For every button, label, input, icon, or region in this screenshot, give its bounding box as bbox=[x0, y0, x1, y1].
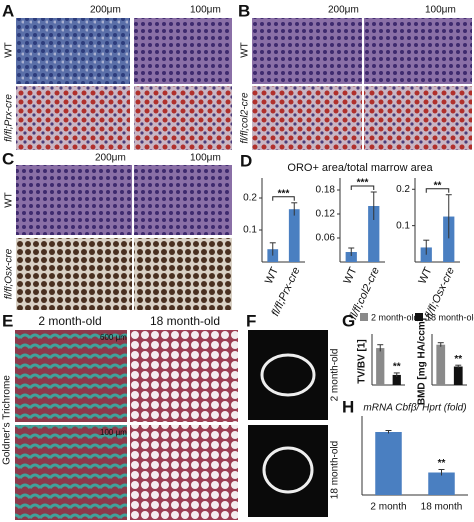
row-label: WT bbox=[4, 42, 15, 58]
scale-bar-label: 200μm bbox=[328, 5, 359, 16]
bar bbox=[443, 216, 455, 262]
row-label: 2 month-old bbox=[330, 349, 341, 402]
histology-image bbox=[134, 165, 232, 235]
bar bbox=[428, 472, 455, 495]
legend-label: 18 month-old bbox=[426, 312, 474, 322]
panel-label: D bbox=[240, 151, 252, 170]
significance-bracket bbox=[272, 196, 295, 201]
y-tick-label: 0.18 bbox=[316, 185, 336, 196]
significance: ** bbox=[454, 354, 462, 365]
bar bbox=[288, 209, 300, 262]
microct-image bbox=[248, 330, 328, 420]
significance-bracket bbox=[350, 185, 375, 190]
scale-bar-label: 100μm bbox=[190, 153, 221, 164]
panel-label: F bbox=[246, 311, 256, 330]
bar bbox=[368, 206, 380, 262]
y-tick-label: 0.06 bbox=[316, 233, 336, 244]
y-tick-label: 0.12 bbox=[316, 209, 336, 220]
bone-section bbox=[260, 353, 316, 397]
stain-label: Goldner's Trichrome bbox=[2, 375, 13, 465]
panel-title: ORO+ area/total marrow area bbox=[287, 162, 433, 174]
scale-bar-label: 200μm bbox=[95, 153, 126, 164]
histology-image bbox=[252, 18, 362, 84]
scale-bar-label: 600 μm bbox=[100, 333, 127, 342]
panel-texts: A 200μm 100μm WT fl/fl;Prx-cre B 200μm 1… bbox=[2, 1, 456, 499]
chart-title: mRNA Cbfβ/ Hprt (fold) bbox=[363, 403, 466, 414]
x-tick-label: WT bbox=[341, 265, 359, 286]
significance: ** bbox=[434, 180, 442, 191]
histology-image bbox=[134, 238, 232, 310]
column-label: 18 month-old bbox=[150, 314, 220, 328]
panel-label: H bbox=[342, 397, 354, 416]
histology-image bbox=[16, 18, 130, 84]
bar bbox=[392, 374, 401, 385]
bar bbox=[375, 432, 402, 495]
row-label: WT bbox=[4, 192, 15, 208]
scale-bar-label: 200μm bbox=[90, 5, 121, 16]
bar bbox=[436, 344, 446, 385]
histology-image bbox=[16, 238, 132, 310]
legend-swatch bbox=[415, 313, 423, 321]
y-tick-label: 0.1 bbox=[243, 225, 257, 236]
x-tick-label: WT bbox=[263, 265, 281, 286]
y-tick-label: 0.1 bbox=[396, 220, 410, 231]
row-label: 18 month-old bbox=[330, 441, 341, 499]
x-tick-label: WT bbox=[416, 265, 434, 286]
scale-bar-label: 100μm bbox=[425, 5, 456, 16]
x-tick-label: 2 month bbox=[370, 502, 406, 513]
histology-image bbox=[134, 86, 232, 150]
y-axis-label: BMD [mg HA/ccm] bbox=[417, 318, 428, 405]
scale-bar-label: 100μm bbox=[190, 5, 221, 16]
y-tick-label: 0.2 bbox=[396, 184, 410, 195]
row-label: fl/fl;Osx-cre bbox=[4, 248, 15, 299]
histology-image bbox=[15, 330, 127, 422]
histology-image bbox=[252, 86, 362, 150]
histology-image bbox=[130, 330, 238, 422]
histology-image bbox=[16, 165, 132, 235]
panel-label: G bbox=[342, 311, 355, 330]
significance: *** bbox=[278, 188, 290, 199]
row-label: WT bbox=[240, 42, 251, 58]
row-label: fl/fl;col2-cre bbox=[240, 92, 251, 144]
y-axis-label: TV/BV [1] bbox=[357, 339, 368, 383]
bar bbox=[345, 252, 357, 262]
row-label: fl/fl;Prx-cre bbox=[4, 94, 15, 142]
bar bbox=[453, 366, 463, 385]
column-label: 2 month-old bbox=[38, 314, 101, 328]
images bbox=[15, 18, 472, 520]
scale-bar-label: 100 μm bbox=[100, 428, 127, 437]
legend-swatch bbox=[360, 313, 368, 321]
histology-image bbox=[364, 86, 472, 150]
bar bbox=[376, 348, 385, 385]
panel-label: A bbox=[2, 1, 14, 20]
histology-image bbox=[364, 18, 472, 84]
significance: *** bbox=[357, 178, 369, 189]
significance: ** bbox=[438, 458, 446, 469]
bone-section bbox=[262, 446, 314, 494]
histology-image bbox=[134, 18, 232, 84]
histology-image bbox=[130, 425, 238, 520]
y-tick-label: 0.2 bbox=[243, 193, 257, 204]
panel-label: B bbox=[238, 1, 250, 20]
histology-image bbox=[16, 86, 130, 150]
significance-bracket bbox=[425, 188, 450, 193]
panel-label: C bbox=[2, 149, 14, 168]
legend-label: 2 month-old bbox=[371, 312, 419, 322]
x-tick-label: 18 month bbox=[421, 502, 463, 513]
microct-image bbox=[248, 425, 328, 517]
histology-image bbox=[15, 425, 127, 520]
significance: ** bbox=[393, 362, 401, 373]
panel-label: E bbox=[2, 311, 13, 330]
